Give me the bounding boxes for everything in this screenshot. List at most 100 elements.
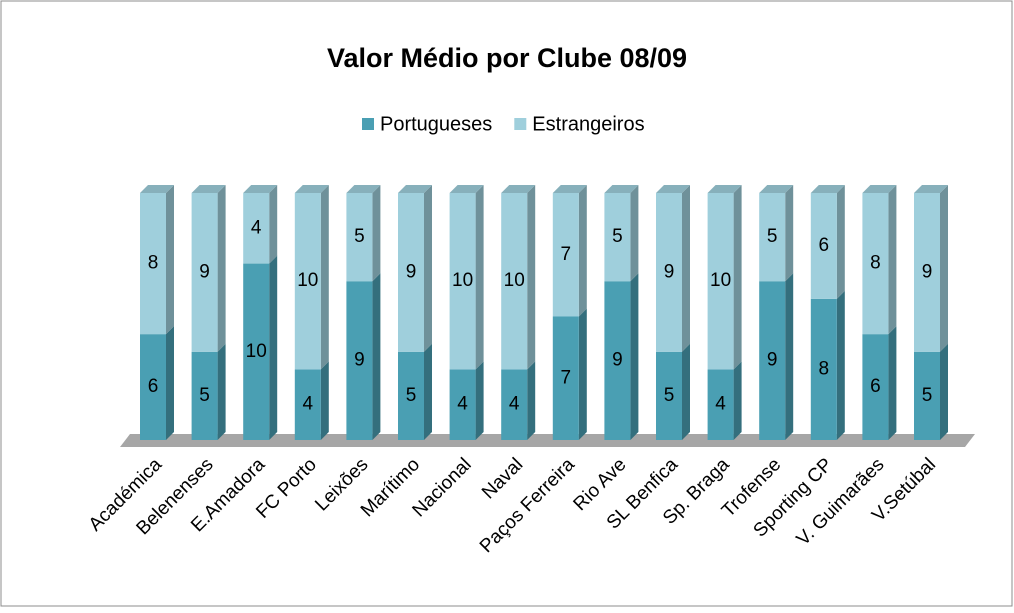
bar-top [243, 185, 278, 193]
bar [914, 351, 940, 440]
bar-top [191, 185, 226, 193]
bar [140, 193, 166, 335]
bar-top [914, 185, 948, 193]
bar-side [733, 361, 742, 440]
bar [398, 351, 424, 440]
bar-side [888, 326, 897, 440]
bar-top [346, 185, 381, 193]
bar-side [630, 273, 639, 440]
bar-side [269, 255, 278, 440]
data-label: 5 [612, 226, 623, 247]
data-label: 5 [767, 226, 778, 247]
bar [552, 316, 579, 440]
data-label: 5 [354, 226, 365, 247]
bar-top [140, 185, 174, 193]
bar [501, 369, 528, 440]
bar [656, 193, 682, 352]
bar-side [320, 361, 329, 440]
bar-side [940, 185, 948, 352]
bar-top [449, 185, 484, 193]
data-label: 4 [251, 217, 262, 238]
bar-top [501, 185, 536, 193]
data-label: 6 [819, 235, 830, 256]
bar-side [166, 185, 174, 335]
legend-swatch [514, 118, 527, 130]
bar-top [398, 185, 432, 193]
bar-side [940, 343, 948, 440]
bar [862, 334, 889, 440]
bar [449, 369, 476, 440]
bar-side [217, 185, 226, 352]
bar-side [217, 343, 226, 440]
bar [604, 281, 631, 440]
bar-side [888, 185, 897, 335]
bar [140, 334, 166, 440]
bar-side [785, 185, 794, 282]
bar [398, 193, 424, 352]
data-label: 5 [664, 385, 675, 406]
bar-top [707, 185, 742, 193]
bar-top [656, 185, 690, 193]
data-label: 7 [561, 367, 572, 388]
bar [810, 193, 837, 299]
legend-label: Portugueses [380, 113, 492, 135]
bar-side [166, 326, 174, 440]
bar-side [527, 361, 536, 440]
bar-side [785, 273, 794, 440]
data-label: 9 [354, 350, 365, 371]
data-label: 10 [246, 341, 267, 362]
bar-side [320, 185, 329, 370]
bar-side [424, 343, 432, 440]
data-label: 8 [148, 253, 159, 274]
bar [707, 369, 734, 440]
bar [501, 193, 528, 370]
data-label: 9 [199, 261, 210, 282]
bar-side [578, 308, 587, 440]
bar-side [733, 185, 742, 370]
bar-side [682, 343, 690, 440]
bar [294, 193, 321, 370]
bar-side [372, 185, 381, 282]
bar-side [475, 185, 484, 370]
bar-top [862, 185, 897, 193]
data-label: 8 [870, 253, 881, 274]
bar [243, 263, 270, 440]
bar-top [604, 185, 639, 193]
bar [191, 351, 218, 440]
bar-side [372, 273, 381, 440]
bar [707, 193, 734, 370]
data-label: 4 [715, 394, 726, 415]
data-label: 6 [870, 376, 881, 397]
bar-top [294, 185, 329, 193]
bar-side [475, 361, 484, 440]
data-label: 9 [664, 261, 675, 282]
data-label: 10 [452, 270, 473, 291]
bar [810, 298, 837, 440]
data-label: 10 [504, 270, 525, 291]
chart-title: Valor Médio por Clube 08/09 [327, 43, 687, 73]
bar-side [578, 185, 587, 317]
bar [656, 351, 682, 440]
bar-side [836, 290, 845, 440]
bar [346, 193, 373, 282]
data-label: 9 [406, 261, 417, 282]
bar [243, 193, 270, 264]
data-label: 5 [406, 385, 417, 406]
data-label: 9 [767, 350, 778, 371]
data-label: 8 [819, 358, 830, 379]
data-label: 10 [297, 270, 318, 291]
bar [346, 281, 373, 440]
legend-label: Estrangeiros [532, 113, 644, 135]
bar-side [269, 185, 278, 264]
bar [862, 193, 889, 335]
bar-top [810, 185, 845, 193]
data-label: 9 [922, 261, 933, 282]
bar-top [759, 185, 794, 193]
bar-side [630, 185, 639, 282]
data-label: 10 [710, 270, 731, 291]
data-label: 5 [199, 385, 210, 406]
bar [914, 193, 940, 352]
data-label: 5 [922, 385, 933, 406]
bar [759, 281, 786, 440]
